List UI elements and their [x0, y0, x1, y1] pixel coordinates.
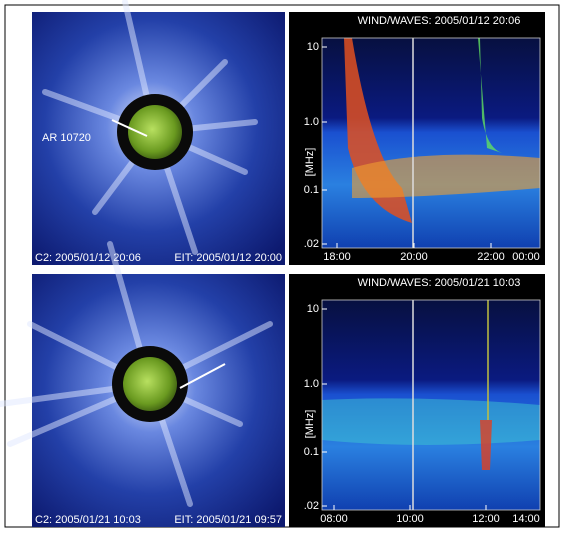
- x-tick-label: 18:00: [323, 251, 351, 263]
- eit-time: EIT: 2005/01/12 20:00: [174, 252, 282, 264]
- c2-time: C2: 2005/01/12 20:06: [35, 252, 141, 264]
- x-tick-label: 22:00: [477, 251, 505, 263]
- c2-time: C2: 2005/01/21 10:03: [35, 514, 141, 526]
- spectrogram-title: WIND/WAVES: 2005/01/12 20:06: [358, 15, 521, 27]
- y-tick-label: .02: [304, 238, 319, 250]
- annotation: AR 10720: [42, 132, 91, 144]
- eit-time: EIT: 2005/01/21 09:57: [174, 514, 282, 526]
- x-tick-label: 00:00: [512, 251, 540, 263]
- y-tick-label: 10: [307, 303, 319, 315]
- spectrogram-title: WIND/WAVES: 2005/01/21 10:03: [358, 277, 521, 289]
- x-tick-label: 12:00: [472, 513, 500, 525]
- y-tick-label: 10: [307, 41, 319, 53]
- y-axis-label: [MHz]: [304, 410, 316, 439]
- x-tick-label: 08:00: [320, 513, 348, 525]
- x-tick-label: 14:00: [512, 513, 540, 525]
- x-tick-label: 10:00: [396, 513, 424, 525]
- y-tick-label: 1.0: [304, 116, 319, 128]
- y-axis-label: [MHz]: [304, 148, 316, 177]
- y-tick-label: 0.1: [304, 184, 319, 196]
- x-tick-label: 20:00: [400, 251, 428, 263]
- y-tick-label: .02: [304, 500, 319, 512]
- y-tick-label: 1.0: [304, 378, 319, 390]
- sun-disk: [123, 357, 177, 411]
- figure: AR 10720 C2: 2005/01/12 20:06 EIT: 2005/01…: [0, 0, 565, 533]
- y-tick-label: 0.1: [304, 446, 319, 458]
- radio-band: [322, 398, 540, 445]
- radio-burst: [480, 420, 492, 470]
